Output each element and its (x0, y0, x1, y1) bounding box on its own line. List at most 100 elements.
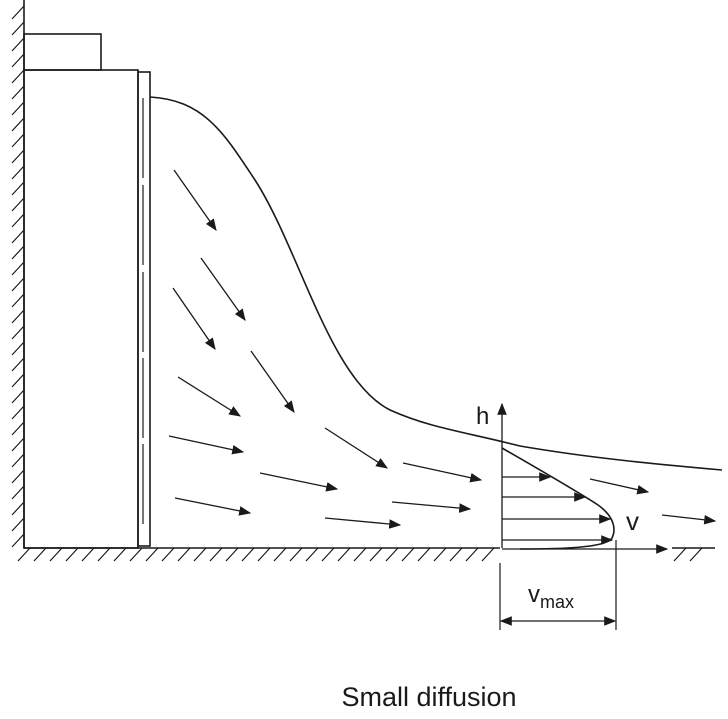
flow-arrow (661, 514, 717, 525)
hatch-line (289, 547, 303, 562)
hatch-line (17, 547, 31, 562)
floor-hatching (17, 547, 703, 562)
hatch-line (11, 53, 25, 68)
velocity-profile: h v (476, 402, 669, 554)
label-vmax-sub: max (540, 592, 574, 612)
hatch-line (97, 547, 111, 562)
hatch-line (49, 547, 63, 562)
hatch-line (11, 213, 25, 228)
floor (17, 547, 715, 562)
hatch-line (465, 547, 479, 562)
hatch-line (417, 547, 431, 562)
hatch-line (385, 547, 399, 562)
hatch-line (401, 547, 415, 562)
hatch-line (11, 485, 25, 500)
hatch-line (257, 547, 271, 562)
hatch-line (11, 405, 25, 420)
hatch-line (11, 501, 25, 516)
flow-arrows (168, 169, 717, 529)
unit-top-box (23, 33, 102, 71)
hatch-line (11, 197, 25, 212)
diffuser-panel (137, 71, 151, 547)
hatch-line (11, 309, 25, 324)
flow-arrow (177, 376, 242, 417)
hatch-line (11, 261, 25, 276)
hatch-line (11, 453, 25, 468)
label-h: h (476, 403, 489, 430)
hatch-line (11, 21, 25, 36)
hatch-line (33, 547, 47, 562)
hatch-line (673, 547, 687, 562)
hatch-line (225, 547, 239, 562)
hatch-line (11, 101, 25, 116)
hatch-line (11, 277, 25, 292)
flow-arrow (391, 501, 472, 513)
hatch-line (273, 547, 287, 562)
flow-arrow (402, 462, 483, 483)
hatch-line (11, 357, 25, 372)
flow-arrow (172, 287, 216, 350)
hatch-line (113, 547, 127, 562)
hatch-line (241, 547, 255, 562)
hatch-line (305, 547, 319, 562)
hatch-line (11, 85, 25, 100)
hatch-line (321, 547, 335, 562)
hatch-line (11, 325, 25, 340)
label-vmax: vmax (528, 581, 574, 612)
hatch-line (11, 293, 25, 308)
hatch-line (11, 517, 25, 532)
hatch-line (689, 547, 703, 562)
hatch-line (65, 547, 79, 562)
hatch-line (177, 547, 191, 562)
hatch-line (369, 547, 383, 562)
label-v: v (626, 506, 639, 536)
flow-arrow (259, 472, 339, 492)
flow-arrow (168, 435, 245, 455)
flow-arrow (324, 517, 402, 529)
hatch-line (11, 117, 25, 132)
hatch-line (11, 5, 25, 20)
hatch-line (433, 547, 447, 562)
hatch-line (11, 149, 25, 164)
hatch-line (11, 229, 25, 244)
flow-arrow (324, 427, 389, 469)
flow-arrow (200, 257, 246, 321)
hatch-line (11, 133, 25, 148)
hatch-line (481, 547, 495, 562)
hatch-line (11, 37, 25, 52)
hatch-line (145, 547, 159, 562)
hatch-line (11, 373, 25, 388)
flow-arrow (173, 169, 217, 231)
hatch-line (11, 389, 25, 404)
label-vmax-main: v (528, 581, 540, 608)
hatch-line (353, 547, 367, 562)
hatch-line (449, 547, 463, 562)
flow-arrow (250, 350, 295, 413)
hatch-line (209, 547, 223, 562)
hatch-line (11, 437, 25, 452)
jet-boundary-curve (149, 96, 723, 471)
air-unit (23, 33, 151, 549)
hatch-line (11, 533, 25, 548)
hatch-line (161, 547, 175, 562)
wall-hatching (11, 5, 25, 548)
hatch-line (193, 547, 207, 562)
vmax-dimension: vmax (499, 540, 617, 630)
hatch-line (11, 245, 25, 260)
hatch-line (337, 547, 351, 562)
hatch-line (11, 469, 25, 484)
flow-arrow (174, 497, 252, 516)
hatch-line (11, 421, 25, 436)
left-wall (11, 0, 25, 548)
velocity-profile-curve (501, 447, 615, 550)
hatch-line (129, 547, 143, 562)
hatch-line (81, 547, 95, 562)
unit-body (23, 69, 139, 549)
flow-arrow (589, 478, 650, 495)
hatch-line (11, 165, 25, 180)
hatch-line (11, 69, 25, 84)
hatch-line (11, 341, 25, 356)
hatch-line (11, 181, 25, 196)
caption: Small diffusion (341, 682, 517, 712)
